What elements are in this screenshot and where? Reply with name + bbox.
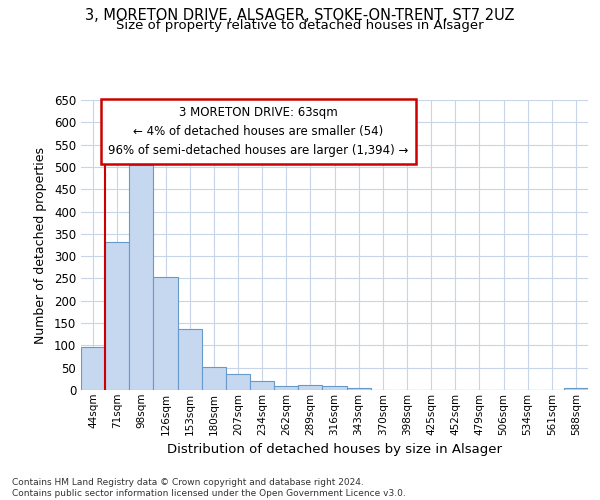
Bar (347, 388, 371, 390)
Bar (298, 384, 322, 390)
Bar (202, 367, 226, 390)
Bar (178, 329, 202, 390)
Bar (105, 242, 129, 390)
Bar (250, 380, 274, 390)
Text: 3 MORETON DRIVE: 63sqm
← 4% of detached houses are smaller (54)
96% of semi-deta: 3 MORETON DRIVE: 63sqm ← 4% of detached … (108, 106, 409, 157)
Bar (81, 347, 105, 390)
Bar (274, 386, 298, 390)
Bar (154, 277, 178, 390)
Bar (129, 165, 154, 390)
Bar (564, 388, 588, 390)
Text: Size of property relative to detached houses in Alsager: Size of property relative to detached ho… (116, 19, 484, 32)
Bar (322, 386, 347, 390)
X-axis label: Distribution of detached houses by size in Alsager: Distribution of detached houses by size … (167, 443, 502, 456)
Text: 3, MORETON DRIVE, ALSAGER, STOKE-ON-TRENT, ST7 2UZ: 3, MORETON DRIVE, ALSAGER, STOKE-ON-TREN… (85, 8, 515, 22)
Text: Contains HM Land Registry data © Crown copyright and database right 2024.
Contai: Contains HM Land Registry data © Crown c… (12, 478, 406, 498)
Y-axis label: Number of detached properties: Number of detached properties (34, 146, 47, 344)
Bar (226, 374, 250, 390)
